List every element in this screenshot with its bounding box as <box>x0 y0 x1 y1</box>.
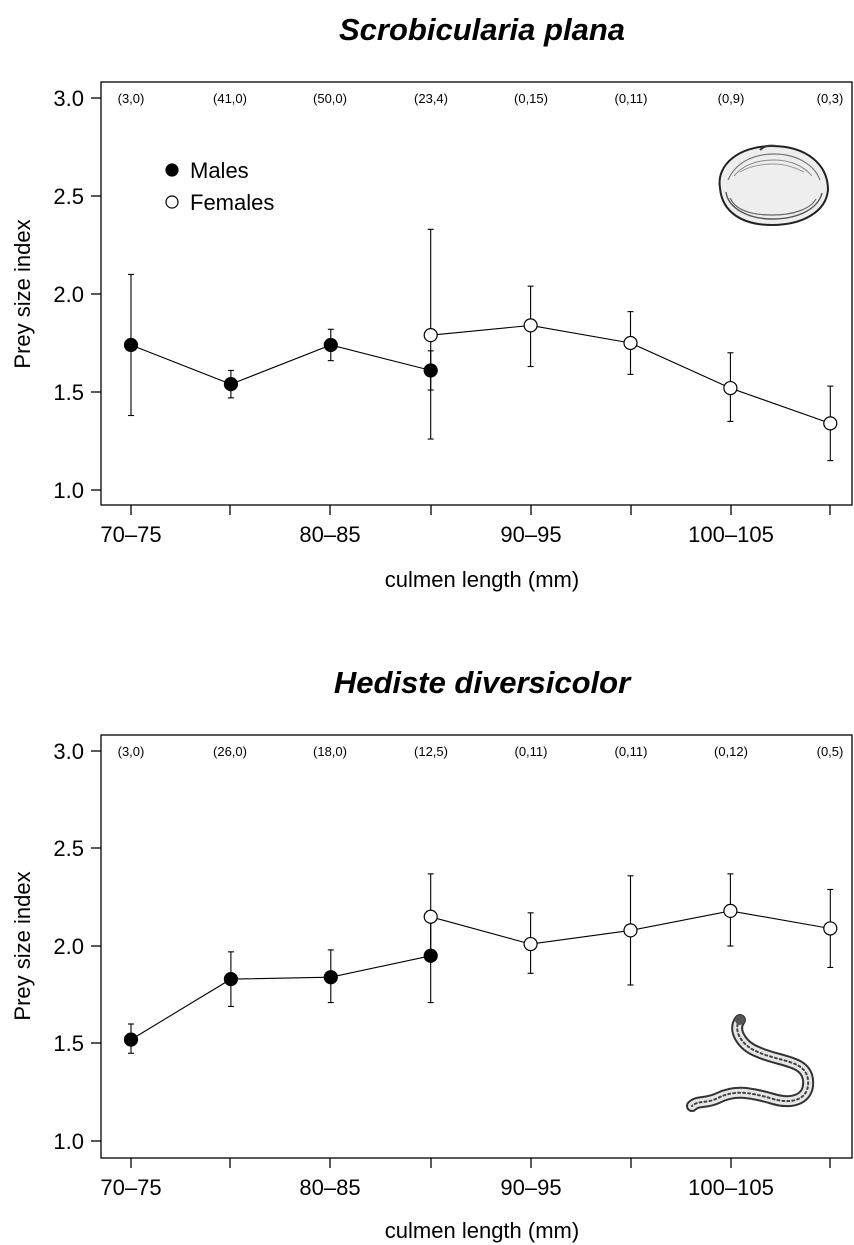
count-label: (0,15) <box>514 91 548 106</box>
data-point-males <box>123 337 139 353</box>
y-tick-label: 1.5 <box>53 1031 84 1056</box>
panel-scrobicularia: Scrobicularia plana (3,0) (41,0) (50,0) … <box>10 12 853 592</box>
data-point-females <box>623 335 638 351</box>
count-label: (3,0) <box>118 91 145 106</box>
legend-label-females: Females <box>190 190 274 215</box>
x-axis-label: culmen length (mm) <box>385 567 579 592</box>
y-axis <box>91 750 101 1142</box>
legend-marker-males <box>165 163 179 177</box>
y-axis-label: Prey size index <box>10 219 35 368</box>
y-tick-label: 2.0 <box>53 282 84 307</box>
count-label: (23,4) <box>414 91 448 106</box>
legend-marker-females <box>165 195 179 209</box>
y-axis <box>91 97 101 491</box>
x-tick-label: 70–75 <box>100 1175 161 1200</box>
chart-title: Hediste diversicolor <box>334 665 632 700</box>
data-point-females <box>523 318 538 333</box>
y-tick-label: 1.5 <box>53 380 84 405</box>
x-axis <box>130 1158 831 1168</box>
y-tick-label: 2.5 <box>53 184 84 209</box>
data-point-females <box>423 909 438 924</box>
data-point-males <box>423 363 438 378</box>
y-tick-label: 2.5 <box>53 836 84 861</box>
series-line-males <box>130 344 431 385</box>
data-point-males <box>123 1032 139 1047</box>
error-bars <box>128 228 834 462</box>
x-tick-label: 100–105 <box>688 522 774 547</box>
data-point-females <box>523 936 538 952</box>
sample-counts: (3,0) (26,0) (18,0) (12,5) (0,11) (0,11)… <box>118 744 844 759</box>
x-tick-label: 70–75 <box>100 522 161 547</box>
count-label: (26,0) <box>213 744 247 759</box>
data-point-males <box>323 970 338 985</box>
x-tick-labels: 70–75 80–85 90–95 100–105 <box>100 1175 773 1200</box>
ragworm-icon <box>686 1014 815 1112</box>
clam-shell-icon <box>718 144 830 227</box>
count-label: (0,11) <box>515 744 548 759</box>
plot-marks <box>123 228 838 462</box>
data-point-females <box>423 328 438 343</box>
data-point-males <box>223 972 238 987</box>
count-label: (3,0) <box>118 744 145 759</box>
x-tick-labels: 70–75 80–85 90–95 100–105 <box>100 522 773 547</box>
count-label: (50,0) <box>313 91 347 106</box>
y-tick-labels: 3.0 2.5 2.0 1.5 1.0 <box>53 86 84 503</box>
x-tick-label: 100–105 <box>688 1175 774 1200</box>
legend: Males Females <box>165 158 274 215</box>
y-axis-label: Prey size index <box>10 871 35 1020</box>
error-bars <box>128 873 834 1054</box>
y-tick-labels: 3.0 2.5 2.0 1.5 1.0 <box>53 739 84 1154</box>
data-point-females <box>623 923 638 938</box>
y-tick-label: 1.0 <box>53 1129 84 1154</box>
count-label: (12,5) <box>414 744 448 759</box>
x-axis <box>130 505 831 515</box>
count-label: (0,11) <box>615 744 648 759</box>
x-tick-label: 80–85 <box>299 1175 360 1200</box>
x-tick-label: 90–95 <box>500 522 561 547</box>
count-label: (0,12) <box>714 744 748 759</box>
data-point-females <box>723 380 738 396</box>
legend-label-males: Males <box>190 158 249 183</box>
x-axis-label: culmen length (mm) <box>385 1218 579 1243</box>
x-tick-label: 80–85 <box>299 522 360 547</box>
data-point-females <box>823 921 838 936</box>
count-label: (0,3) <box>817 91 844 106</box>
plot-frame <box>100 81 853 506</box>
y-tick-label: 2.0 <box>53 934 84 959</box>
panel-hediste: Hediste diversicolor (3,0) (26,0) (18,0)… <box>10 665 853 1243</box>
series-line-males <box>130 955 431 1041</box>
series-lines <box>130 324 831 424</box>
count-label: (41,0) <box>213 91 247 106</box>
data-point-males <box>223 377 238 392</box>
count-label: (0,9) <box>718 91 745 106</box>
x-tick-label: 90–95 <box>500 1175 561 1200</box>
plot-marks <box>123 873 838 1054</box>
count-label: (0,5) <box>817 744 844 759</box>
data-point-males <box>323 337 338 353</box>
chart-title: Scrobicularia plana <box>339 12 625 47</box>
y-tick-label: 3.0 <box>53 86 84 111</box>
count-label: (18,0) <box>313 744 347 759</box>
data-points <box>123 903 838 1047</box>
sample-counts: (3,0) (41,0) (50,0) (23,4) (0,15) (0,11)… <box>118 91 844 106</box>
data-point-males <box>423 948 438 963</box>
y-tick-label: 3.0 <box>53 739 84 764</box>
count-label: (0,11) <box>615 91 648 106</box>
data-point-females <box>723 903 738 919</box>
data-points <box>123 318 838 431</box>
y-tick-label: 1.0 <box>53 478 84 503</box>
data-point-females <box>823 416 838 431</box>
